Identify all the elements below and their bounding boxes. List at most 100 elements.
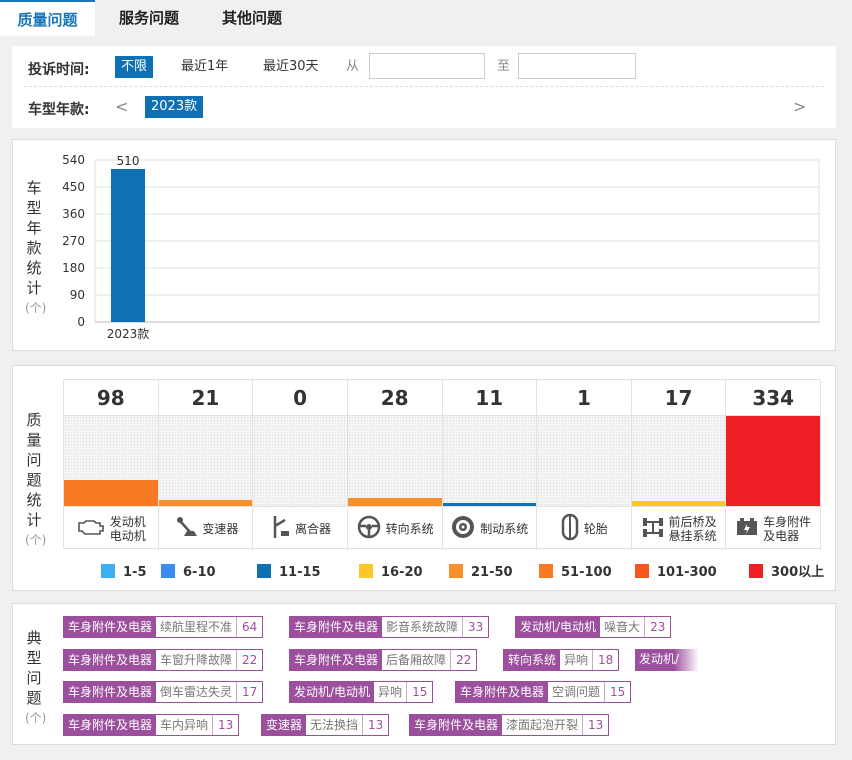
date-from-input[interactable] [369,53,485,79]
quality-category-label: 前后桥及 悬挂系统 [669,515,717,543]
legend-label: 11-15 [279,565,321,580]
model-year-bar-chart: 0 90 180 270 360 450 540 510 2023款 [62,153,820,341]
tab-other-issues[interactable]: 其他问题 [221,9,282,27]
issue-tag[interactable]: 车身附件及电器 车窗升降故障 22 [63,649,264,671]
from-label: 从 [346,59,360,74]
title-char: 型 [26,649,42,667]
title-char: 统 [26,259,42,277]
issue-tag[interactable]: 发动机/ [635,649,699,671]
issue-tag[interactable]: 车身附件及电器 影音系统故障 33 [289,616,490,638]
quality-bar [631,501,726,506]
issue-tag[interactable]: 发动机/电动机 噪音大 23 [515,616,672,638]
issue-tag-count: 33 [468,620,484,634]
quality-category-label-line: 前后桥及 [668,514,717,529]
quality-column[interactable]: 11 制动系统 [442,380,538,550]
issue-tag[interactable]: 车身附件及电器 空调问题 15 [455,681,632,703]
quality-bar-area [253,416,347,506]
issue-tag-issue: 倒车雷达失灵 [156,682,238,702]
y-tick-label: 90 [70,288,85,302]
time-option-last-30-days[interactable]: 最近30天 [263,59,319,74]
quality-count: 28 [347,380,442,416]
legend-item: 11-15 [257,563,321,583]
issue-tag[interactable]: 发动机/电动机 异响 15 [289,681,434,703]
issue-tag[interactable]: 车身附件及电器 漆面起泡开裂 13 [409,714,610,736]
quality-category[interactable]: 前后桥及 悬挂系统 [631,506,726,550]
prev-arrow-icon[interactable]: < [115,97,129,116]
issue-tag[interactable]: 变速器 无法换挡 13 [261,714,390,736]
issue-tag-issue: 漆面起泡开裂 [502,715,584,735]
quality-category-label-line: 离合器 [295,521,332,536]
quality-category-label: 变速器 [202,522,238,536]
quality-stats-title: 质 量 问 题 统 计 (个) [25,410,46,550]
issue-tag-issue: 续航里程不准 [156,617,238,637]
issue-tag-category: 发动机/ [639,652,680,666]
quality-count: 17 [631,380,726,416]
issue-tag[interactable]: 车身附件及电器 续航里程不准 64 [63,616,264,638]
issue-tag-count: 22 [242,653,258,667]
issue-tag-count: 13 [588,718,604,732]
title-char: 问 [26,451,42,469]
quality-category[interactable]: 转向系统 [347,506,442,550]
quality-column[interactable]: 0 离合器 [253,380,348,550]
quality-category[interactable]: 变速器 [158,506,253,550]
quality-category[interactable]: 离合器 [253,506,347,550]
date-to-input[interactable] [518,53,636,79]
time-option-unlimited[interactable]: 不限 [115,56,154,78]
tab-service-issues[interactable]: 服务问题 [118,9,179,27]
issue-tag[interactable]: 转向系统 异响 18 [503,649,620,671]
typical-issues-panel: 典 型 问 题 (个) 车身附件及电器 续航里程不准 64 车身附件及电器 影音系统故障… [12,603,836,745]
complaint-time-label: 投诉时间: [28,62,90,78]
issue-tag[interactable]: 车身附件及电器 车内异响 13 [63,714,240,736]
quality-category[interactable]: 车身附件 及电器 [726,506,820,550]
issue-tag[interactable]: 车身附件及电器 后备厢故障 22 [289,649,478,671]
quality-column[interactable]: 98 发动机 电动机 [64,380,159,550]
legend-label: 51-100 [561,565,612,580]
engine-icon [76,517,106,540]
time-option-last-year[interactable]: 最近1年 [181,59,229,74]
legend-swatch [161,564,175,578]
quality-column[interactable]: 334 车身附件 及电器 [726,380,821,550]
quality-category-label: 发动机 电动机 [110,515,146,543]
legend-item: 21-50 [449,563,513,583]
filter-divider [24,86,824,87]
next-arrow-icon[interactable]: > [793,97,807,116]
title-char: 量 [26,431,42,449]
quality-bar-area [347,416,442,506]
title-char: 型 [26,199,42,217]
legend-swatch [359,564,373,578]
quality-category-label-line: 车身附件 [763,514,812,529]
legend-swatch [101,564,115,578]
clutch-pedal-icon [269,514,291,543]
quality-column[interactable]: 1 轮胎 [537,380,632,550]
quality-category-label-line: 及电器 [763,528,800,543]
issue-tag-issue: 空调问题 [548,682,606,702]
issue-tag[interactable]: 车身附件及电器 倒车雷达失灵 17 [63,681,264,703]
legend-label: 101-300 [657,565,717,580]
quality-column[interactable]: 17 前后桥及 悬挂系统 [631,380,727,550]
typical-issues-title: 典 型 问 题 (个) [25,628,46,728]
y-tick-label: 360 [62,207,85,221]
battery-icon [735,517,759,540]
quality-category[interactable]: 制动系统 [442,506,537,550]
quality-category-label: 车身附件 及电器 [763,515,811,543]
quality-column[interactable]: 21 变速器 [158,380,254,550]
quality-category-label: 制动系统 [480,522,528,536]
title-char: 计 [26,279,42,297]
issue-tag-count: 13 [368,718,384,732]
quality-bar [64,479,158,506]
model-year-2023[interactable]: 2023款 [145,96,204,118]
quality-column[interactable]: 28 转向系统 [347,380,443,550]
quality-category-label: 离合器 [295,522,331,536]
tire-icon [560,513,580,544]
quality-category-label: 轮胎 [584,522,608,536]
tab-bar: 质量问题 服务问题 其他问题 [0,0,852,36]
quality-category[interactable]: 发动机 电动机 [64,506,158,550]
issue-tag-category: 发动机/电动机 [516,617,601,637]
tab-quality-issues[interactable]: 质量问题 [0,0,95,36]
issue-tag-issue: 异响 [560,650,594,670]
to-label: 至 [497,59,511,74]
issue-tag-category: 变速器 [262,715,307,735]
quality-category[interactable]: 轮胎 [537,506,631,550]
quality-stats-panel: 质 量 问 题 统 计 (个) 98 发动机 电动机 21 变速器 0 离合器 28 转向系统 1… [12,365,836,591]
legend-swatch [749,564,763,578]
